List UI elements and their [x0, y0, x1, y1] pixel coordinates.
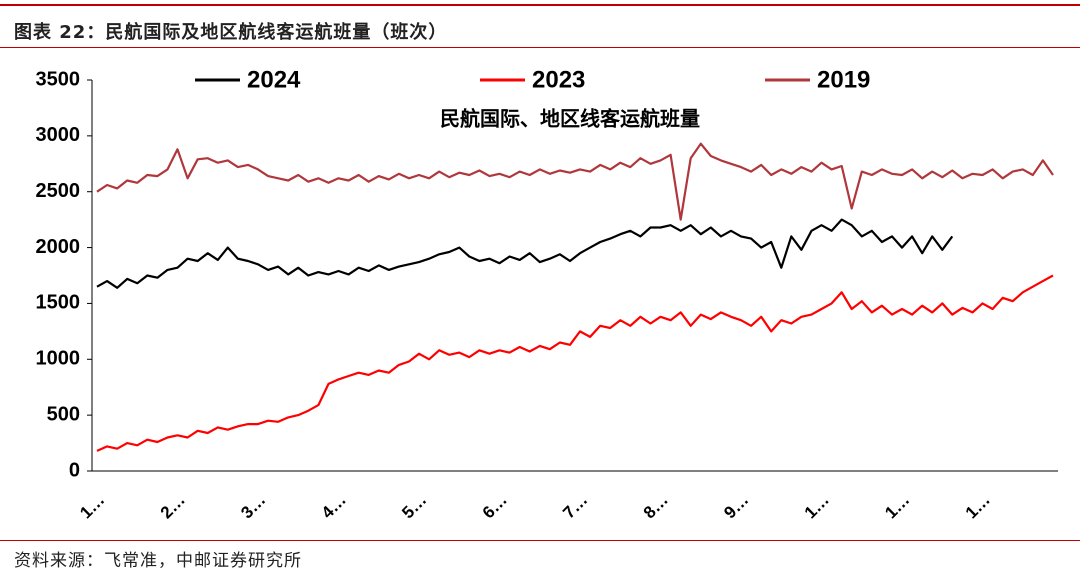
x-tick-label: 8… — [640, 490, 672, 522]
y-tick-label: 500 — [47, 403, 80, 425]
y-tick-label: 2500 — [36, 180, 81, 202]
series-line — [96, 142, 1054, 221]
series-line — [96, 274, 1054, 452]
top-rule — [0, 4, 1080, 6]
x-tick-label: 2… — [157, 490, 189, 522]
x-tick-label: 1… — [962, 490, 994, 522]
y-tick-label: 1500 — [36, 292, 81, 314]
x-tick-label: 1… — [801, 490, 833, 522]
header-rule — [0, 47, 1080, 48]
chart-title: 民航国际、地区线客运航班量 — [440, 106, 700, 130]
x-tick-label: 5… — [398, 490, 430, 522]
x-tick-label: 1… — [76, 490, 108, 522]
legend-label: 2019 — [817, 66, 870, 93]
header-title: 图表 22：民航国际及地区航线客运航班量（班次） — [14, 22, 448, 43]
x-tick-label: 3… — [237, 490, 269, 522]
x-tick-label: 4… — [318, 490, 350, 522]
series-line — [96, 218, 954, 289]
y-tick-label: 2000 — [36, 236, 81, 258]
x-tick-label: 9… — [720, 490, 752, 522]
x-tick-label: 6… — [479, 490, 511, 522]
y-tick-label: 0 — [69, 459, 80, 481]
y-tick-label: 3500 — [36, 68, 81, 90]
x-tick-label: 7… — [559, 490, 591, 522]
y-tick-label: 3000 — [36, 124, 81, 146]
legend-label: 2024 — [247, 66, 301, 93]
footer-rule — [0, 540, 1080, 541]
x-tick-label: 1… — [881, 490, 913, 522]
y-tick-label: 1000 — [36, 348, 81, 370]
legend-label: 2023 — [532, 66, 585, 93]
source-note: 资料来源：飞常准，中邮证券研究所 — [14, 551, 302, 571]
